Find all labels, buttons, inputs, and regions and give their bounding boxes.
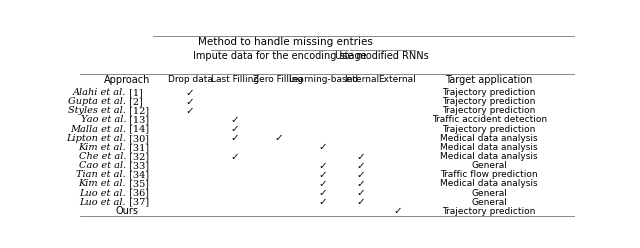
Text: Learning-based: Learning-based <box>288 75 358 84</box>
Text: ✓: ✓ <box>231 115 239 125</box>
Text: ✓: ✓ <box>186 106 195 116</box>
Text: Impute data for the encoding stage: Impute data for the encoding stage <box>193 51 367 61</box>
Text: Gupta et al.: Gupta et al. <box>68 97 126 106</box>
Text: [14]: [14] <box>126 125 149 134</box>
Text: Luo et al.: Luo et al. <box>79 188 126 198</box>
Text: ✓: ✓ <box>319 197 328 207</box>
Text: Malla et al.: Malla et al. <box>70 125 126 134</box>
Text: Target application: Target application <box>445 75 533 85</box>
Text: Approach: Approach <box>104 75 150 85</box>
Text: Last Filling: Last Filling <box>211 75 259 84</box>
Text: Ours: Ours <box>116 206 139 216</box>
Text: ✓: ✓ <box>319 188 328 198</box>
Text: Traffic flow prediction: Traffic flow prediction <box>440 170 538 179</box>
Text: General: General <box>471 161 507 170</box>
Text: [2]: [2] <box>126 97 143 106</box>
Text: Trajectory prediction: Trajectory prediction <box>442 125 536 134</box>
Text: ✓: ✓ <box>319 161 328 171</box>
Text: ✓: ✓ <box>186 97 195 107</box>
Text: Cao et al.: Cao et al. <box>79 161 126 170</box>
Text: ✓: ✓ <box>357 152 365 161</box>
Text: Trajectory prediction: Trajectory prediction <box>442 207 536 216</box>
Text: [35]: [35] <box>126 180 149 188</box>
Text: ✓: ✓ <box>231 124 239 134</box>
Text: Medical data analysis: Medical data analysis <box>440 134 538 143</box>
Text: ✓: ✓ <box>357 197 365 207</box>
Text: ✓: ✓ <box>357 170 365 180</box>
Text: Yao et al.: Yao et al. <box>81 116 126 124</box>
Text: [13]: [13] <box>126 116 149 124</box>
Text: Zero Filling: Zero Filling <box>253 75 303 84</box>
Text: [33]: [33] <box>126 161 149 170</box>
Text: Styles et al.: Styles et al. <box>68 106 126 115</box>
Text: ✓: ✓ <box>319 179 328 189</box>
Text: ✓: ✓ <box>357 188 365 198</box>
Text: Method to handle missing entries: Method to handle missing entries <box>198 37 373 47</box>
Text: General: General <box>471 188 507 198</box>
Text: Traffic accident detection: Traffic accident detection <box>431 116 547 124</box>
Text: Medical data analysis: Medical data analysis <box>440 180 538 188</box>
Text: [34]: [34] <box>126 170 149 179</box>
Text: Drop data: Drop data <box>168 75 212 84</box>
Text: ✓: ✓ <box>319 170 328 180</box>
Text: Tian et al.: Tian et al. <box>76 170 126 179</box>
Text: [1]: [1] <box>126 88 143 97</box>
Text: ✓: ✓ <box>274 133 283 143</box>
Text: Lipton et al.: Lipton et al. <box>67 134 126 143</box>
Text: [36]: [36] <box>126 188 149 198</box>
Text: ✓: ✓ <box>393 206 402 216</box>
Text: ✓: ✓ <box>231 133 239 143</box>
Text: Trajectory prediction: Trajectory prediction <box>442 88 536 97</box>
Text: Trajectory prediction: Trajectory prediction <box>442 106 536 115</box>
Text: Medical data analysis: Medical data analysis <box>440 143 538 152</box>
Text: ✓: ✓ <box>357 179 365 189</box>
Text: [37]: [37] <box>126 198 149 207</box>
Text: Kim et al.: Kim et al. <box>79 143 126 152</box>
Text: ✓: ✓ <box>319 142 328 153</box>
Text: Che et al.: Che et al. <box>79 152 126 161</box>
Text: [12]: [12] <box>126 106 149 115</box>
Text: [30]: [30] <box>126 134 149 143</box>
Text: Use modified RNNs: Use modified RNNs <box>335 51 428 61</box>
Text: [31]: [31] <box>126 143 149 152</box>
Text: ✓: ✓ <box>186 88 195 97</box>
Text: Internal: Internal <box>344 75 379 84</box>
Text: Medical data analysis: Medical data analysis <box>440 152 538 161</box>
Text: External: External <box>379 75 416 84</box>
Text: Kim et al.: Kim et al. <box>79 180 126 188</box>
Text: General: General <box>471 198 507 207</box>
Text: Luo et al.: Luo et al. <box>79 198 126 207</box>
Text: Trajectory prediction: Trajectory prediction <box>442 97 536 106</box>
Text: ✓: ✓ <box>357 161 365 171</box>
Text: Alahi et al.: Alahi et al. <box>73 88 126 97</box>
Text: ✓: ✓ <box>231 152 239 161</box>
Text: [32]: [32] <box>126 152 149 161</box>
